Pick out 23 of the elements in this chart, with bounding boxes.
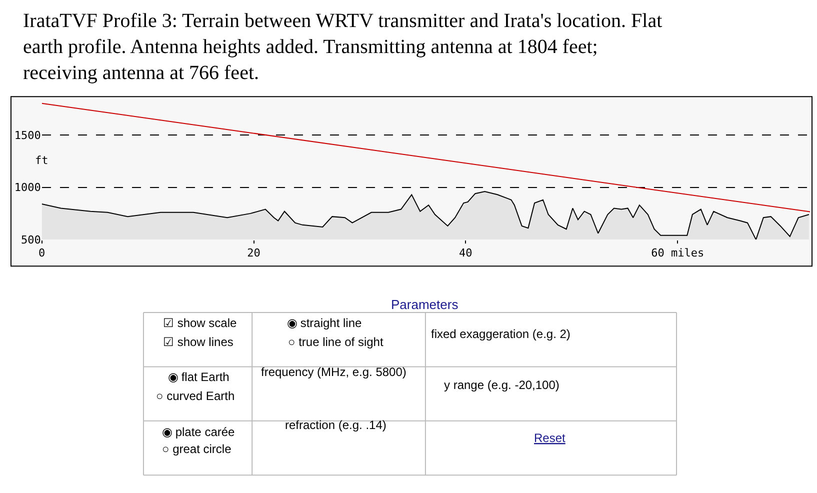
x-tick-label: 60 miles — [651, 246, 704, 260]
y-tick-label: 500 — [20, 233, 41, 246]
y-tick-label: 1000 — [14, 181, 41, 194]
text: fixed exaggeration (e.g. 2) — [431, 327, 570, 341]
text: ○ true line of sight — [288, 335, 384, 349]
text: ○ great circle — [162, 442, 232, 456]
text: refraction (e.g. .14) — [285, 418, 386, 432]
x-tick-label: 20 — [247, 246, 260, 260]
text: y range (e.g. -20,100) — [444, 378, 560, 392]
y-tick-label: 1500 — [14, 128, 41, 142]
text: ◉ straight line — [287, 316, 362, 330]
chart-title: IrataTVF Profile 3: Terrain between WRTV transmitter and Irata's location. Flat earth profile. Antenna heights added. Transmitting antenna at 1804 feet; receiving antenna at 766 feet. — [23, 10, 663, 84]
x-tick-label: 0 — [38, 246, 46, 260]
text: ◉ flat Earth — [168, 370, 230, 384]
text: ☑ show scale — [163, 316, 238, 330]
text: frequency (MHz, e.g. 5800) — [261, 365, 406, 379]
text: ☑ show lines — [163, 335, 234, 349]
text: ◉ plate carée — [162, 425, 236, 439]
x-tick-label: 40 — [459, 246, 472, 260]
text: ○ curved Earth — [156, 389, 235, 403]
text: Reset — [534, 431, 566, 445]
text: Parameters — [391, 297, 459, 312]
y-axis-title: ft — [35, 154, 48, 167]
